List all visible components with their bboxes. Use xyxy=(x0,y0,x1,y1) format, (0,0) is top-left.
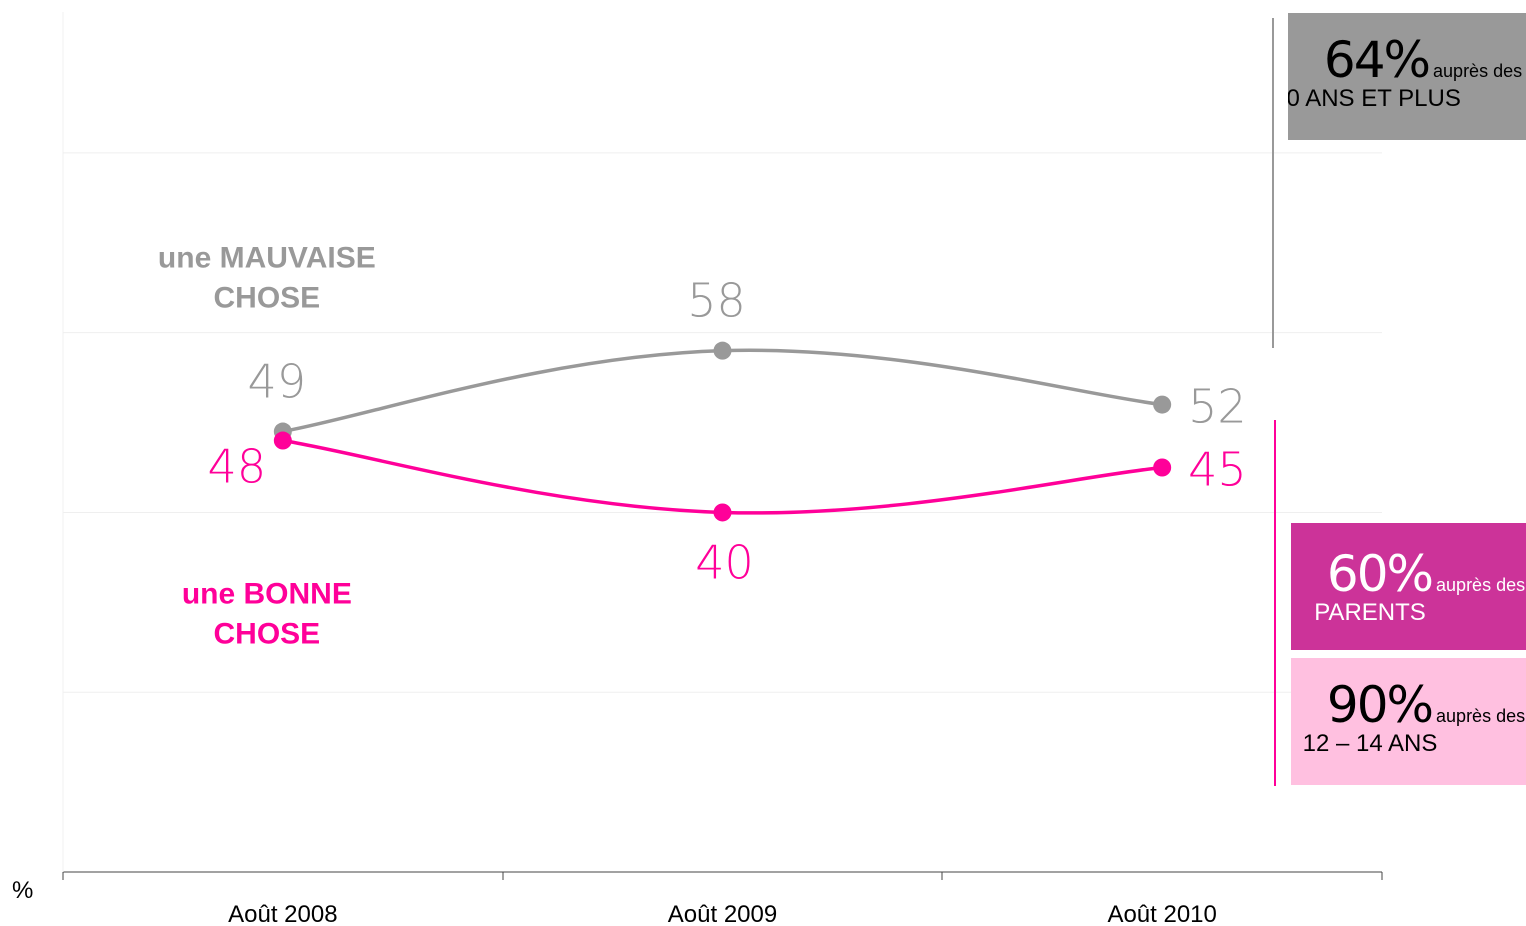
data-label: 40 xyxy=(695,535,754,589)
series-label: une MAUVAISE CHOSE xyxy=(158,242,376,315)
x-tick-label: Août 2009 xyxy=(668,901,777,926)
data-point xyxy=(713,341,732,360)
x-axis: % xyxy=(12,12,1383,904)
gridlines xyxy=(63,152,1382,693)
data-label: 58 xyxy=(687,274,746,328)
data-point xyxy=(1153,395,1172,414)
x-tick-labels: Août 2008 Août 2009 Août 2010 xyxy=(228,901,1217,926)
callout-parents-group: PARENTS xyxy=(1314,599,1426,626)
callout-seniors: 64% auprès des 60 ANS ET PLUS xyxy=(1288,13,1526,140)
series-line xyxy=(282,348,1163,434)
data-point xyxy=(273,431,292,450)
series-lines xyxy=(273,341,1172,522)
series-line xyxy=(282,438,1163,515)
unit-label: % xyxy=(12,877,33,904)
series-label: une BONNE CHOSE xyxy=(182,578,352,651)
callout-seniors-prefix: auprès des xyxy=(1433,61,1523,81)
data-point xyxy=(713,503,732,522)
callout-teens-prefix: auprès des xyxy=(1436,706,1526,726)
data-labels: 49 58 52 48 40 45 xyxy=(208,274,1247,590)
callout-parents-prefix: auprès des xyxy=(1436,575,1526,595)
callout-bracket-gray xyxy=(1272,18,1274,348)
data-label: 49 xyxy=(248,355,307,409)
data-label: 52 xyxy=(1188,380,1247,434)
callout-teens: 90% auprès des 12 – 14 ANS xyxy=(1291,658,1526,785)
x-tick-label: Août 2010 xyxy=(1107,901,1216,926)
data-label: 45 xyxy=(1188,443,1247,497)
callout-parents: 60% auprès des PARENTS xyxy=(1291,523,1526,650)
data-point xyxy=(1153,458,1172,477)
series-labels: une MAUVAISE CHOSE une BONNE CHOSE xyxy=(158,242,376,651)
callout-bracket-pink xyxy=(1274,420,1276,786)
callout-seniors-group: 60 ANS ET PLUS xyxy=(1288,85,1461,112)
callout-teens-group: 12 – 14 ANS xyxy=(1302,730,1438,757)
callout-teens-percent: 90% xyxy=(1326,676,1434,734)
callout-seniors-percent: 64% xyxy=(1323,31,1431,89)
callout-parents-percent: 60% xyxy=(1326,545,1434,603)
x-tick-label: Août 2008 xyxy=(228,901,337,926)
data-label: 48 xyxy=(208,440,267,494)
